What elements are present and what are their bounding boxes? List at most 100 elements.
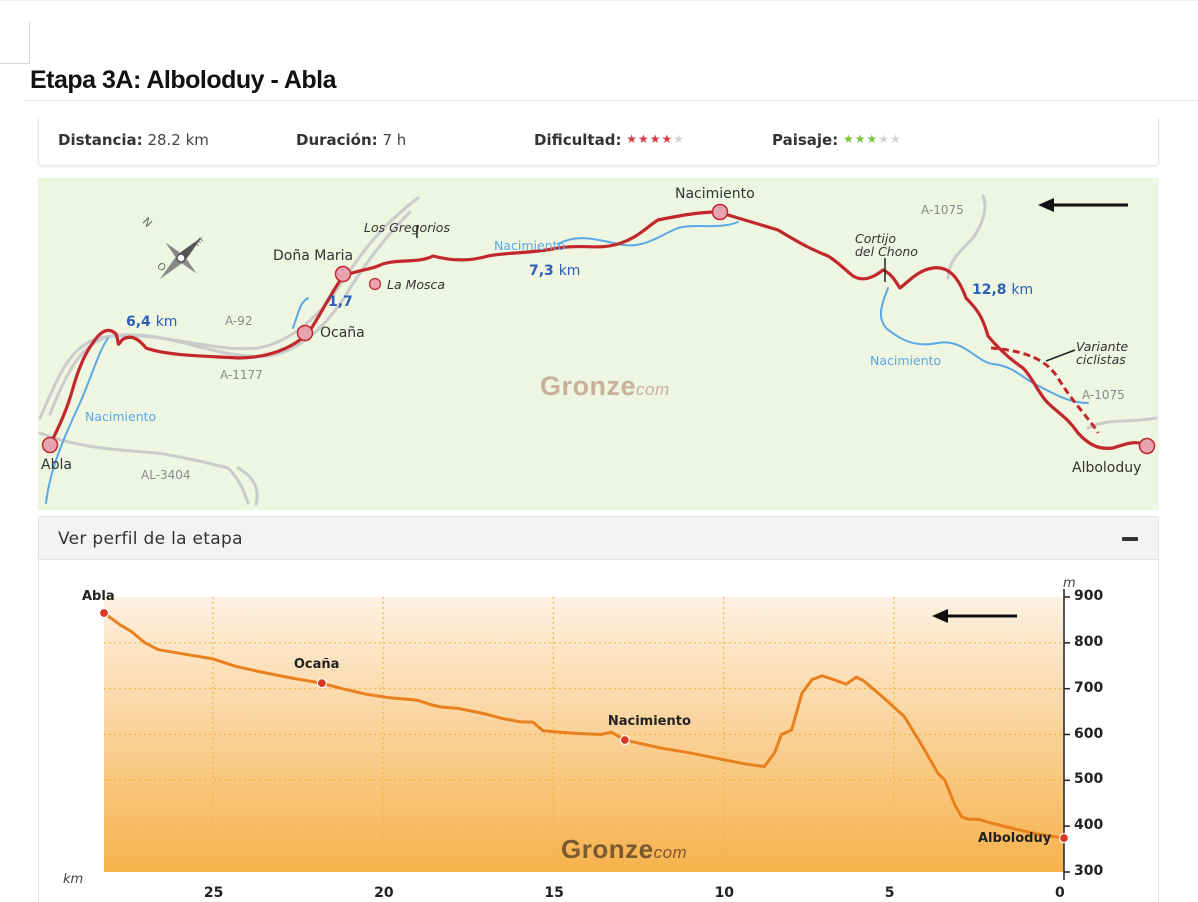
road-a1075-north (946, 194, 987, 280)
landscape-stars: ★★★★★ (843, 132, 902, 146)
route-map-drawing (38, 194, 1158, 506)
difficulty-stat: Dificultad: ★★★★★ (534, 131, 685, 149)
page-title: Etapa 3A: Alboloduy - Abla (30, 66, 337, 94)
x-tick-label: 0 (1055, 885, 1065, 901)
y-tick-label: 400 (1074, 817, 1104, 834)
landscape-label: Paisaje: (772, 131, 839, 149)
map-watermark: Gronzecom (540, 371, 670, 401)
road-label-al3404: AL-3404 (141, 468, 191, 482)
road-label-a1075-north: A-1075 (921, 203, 964, 217)
y-tick-label: 700 (1074, 679, 1104, 696)
waypoint-marker (98, 607, 110, 619)
waypoint-ocana (296, 324, 314, 342)
segment-distance-1: 6,4 km (126, 314, 178, 330)
y-tick-label: 900 (1074, 588, 1104, 604)
label-leaders (416, 225, 1076, 362)
road-al3404 (38, 431, 250, 505)
place-los-gregorios[interactable]: Los Gregorios (364, 220, 450, 235)
waypoint-marker (619, 734, 630, 746)
place-ocana[interactable]: Ocaña (320, 325, 365, 341)
place-cortijo-line2[interactable]: del Chono (855, 244, 918, 259)
elevation-profile: m km Gronzecom 300 400 500 600 700 800 900 25 20… (38, 560, 1159, 902)
y-tick-label: 800 (1074, 633, 1104, 650)
x-tick-label: 20 (374, 885, 394, 901)
minus-icon[interactable] (1122, 537, 1138, 541)
duration-label: Duración: (296, 131, 378, 149)
road-label-a1177: A-1177 (220, 368, 263, 382)
roads (38, 194, 1158, 506)
profile-watermark: Gronzecom (561, 834, 688, 864)
elevation-line (103, 611, 1065, 840)
distance-label: Distancia: (58, 131, 143, 149)
road-a1177 (48, 210, 412, 416)
variant-label-line1: Variante (1076, 339, 1129, 354)
road-label-a92: A-92 (225, 314, 253, 328)
difficulty-label: Dificultad: (534, 131, 622, 149)
river-label-3: Nacimiento (870, 353, 942, 368)
corner-divider (0, 22, 30, 64)
place-la-mosca[interactable]: La Mosca (387, 277, 446, 292)
segment-distance-2: 1,7 (328, 294, 353, 310)
difficulty-star-off-icons: ★ (673, 132, 686, 146)
duration-stat: Duración: 7 h (296, 131, 406, 149)
segment-distance-4: 12,8 km (972, 282, 1034, 298)
landscape-star-icons: ★★★ (843, 132, 879, 146)
waypoint-alboloduy (1138, 437, 1156, 455)
road-a1075-south (1086, 416, 1158, 430)
river-label-2: Nacimiento (494, 238, 566, 253)
elevation-chart (98, 589, 1070, 880)
place-cortijo-line1[interactable]: Cortijo (855, 231, 897, 246)
waypoint-label: Alboloduy (978, 831, 1052, 847)
river-nacimiento-3 (557, 221, 739, 247)
waypoint-abla (41, 436, 59, 454)
x-axis-unit: km (63, 872, 84, 887)
difficulty-star-icons: ★★★★ (626, 132, 674, 146)
segment-distance-3: 7,3 km (529, 263, 581, 279)
profile-toggle[interactable]: Ver perfil de la etapa (38, 516, 1159, 560)
river-nacimiento-1 (45, 337, 109, 504)
x-tick-label: 15 (544, 885, 564, 901)
stage-stats-bar: Distancia: 28.2 km Duración: 7 h Dificul… (38, 118, 1159, 166)
waypoint-dona-maria (334, 265, 352, 283)
y-tick-label: 600 (1074, 725, 1104, 742)
place-nacimiento[interactable]: Nacimiento (675, 186, 755, 202)
river-label-1: Nacimiento (85, 409, 157, 424)
waypoint-label: Ocaña (293, 657, 340, 673)
distance-stat: Distancia: 28.2 km (58, 131, 209, 149)
compass-icon (159, 236, 203, 280)
waypoint-la-mosca (368, 277, 382, 291)
title-divider (24, 100, 1198, 101)
variant-label-line2: ciclistas (1076, 352, 1126, 367)
route-line (48, 210, 1147, 450)
place-alboloduy[interactable]: Alboloduy (1072, 460, 1142, 476)
y-tick-label: 500 (1074, 771, 1104, 788)
distance-value: 28.2 km (147, 131, 209, 149)
landscape-stat: Paisaje: ★★★★★ (772, 131, 902, 149)
y-axis-unit: m (1063, 576, 1076, 591)
waypoint-marker (1058, 832, 1070, 844)
difficulty-stars: ★★★★★ (626, 132, 685, 146)
x-tick-label: 5 (884, 885, 895, 901)
waypoint-label: Abla (82, 589, 115, 605)
arrow-left-icon-head (932, 609, 948, 623)
duration-value: 7 h (382, 131, 407, 149)
river-nacimiento-4 (880, 287, 1089, 404)
road-label-a1075-south: A-1075 (1082, 388, 1125, 402)
landscape-star-off-icons: ★★ (878, 132, 902, 146)
waypoints (41, 203, 1156, 455)
place-dona-maria[interactable]: Doña Maria (273, 248, 354, 264)
river-nacimiento-2 (292, 297, 309, 329)
arrow-left-icon (1038, 198, 1128, 212)
y-tick-label: 300 (1074, 863, 1104, 879)
waypoint-label: Nacimiento (607, 714, 691, 729)
road-minor (236, 466, 259, 506)
profile-header-label: Ver perfil de la etapa (58, 529, 243, 549)
waypoint-marker (316, 678, 327, 689)
x-tick-label: 25 (203, 885, 224, 901)
place-abla[interactable]: Abla (41, 457, 72, 473)
road-a92 (38, 196, 420, 420)
route-map[interactable]: N E O Abla Ocaña Doña Maria La Mosca Los… (38, 178, 1159, 510)
x-tick-label: 10 (714, 885, 735, 901)
top-border (0, 0, 1198, 1)
waypoint-nacimiento (711, 203, 729, 221)
